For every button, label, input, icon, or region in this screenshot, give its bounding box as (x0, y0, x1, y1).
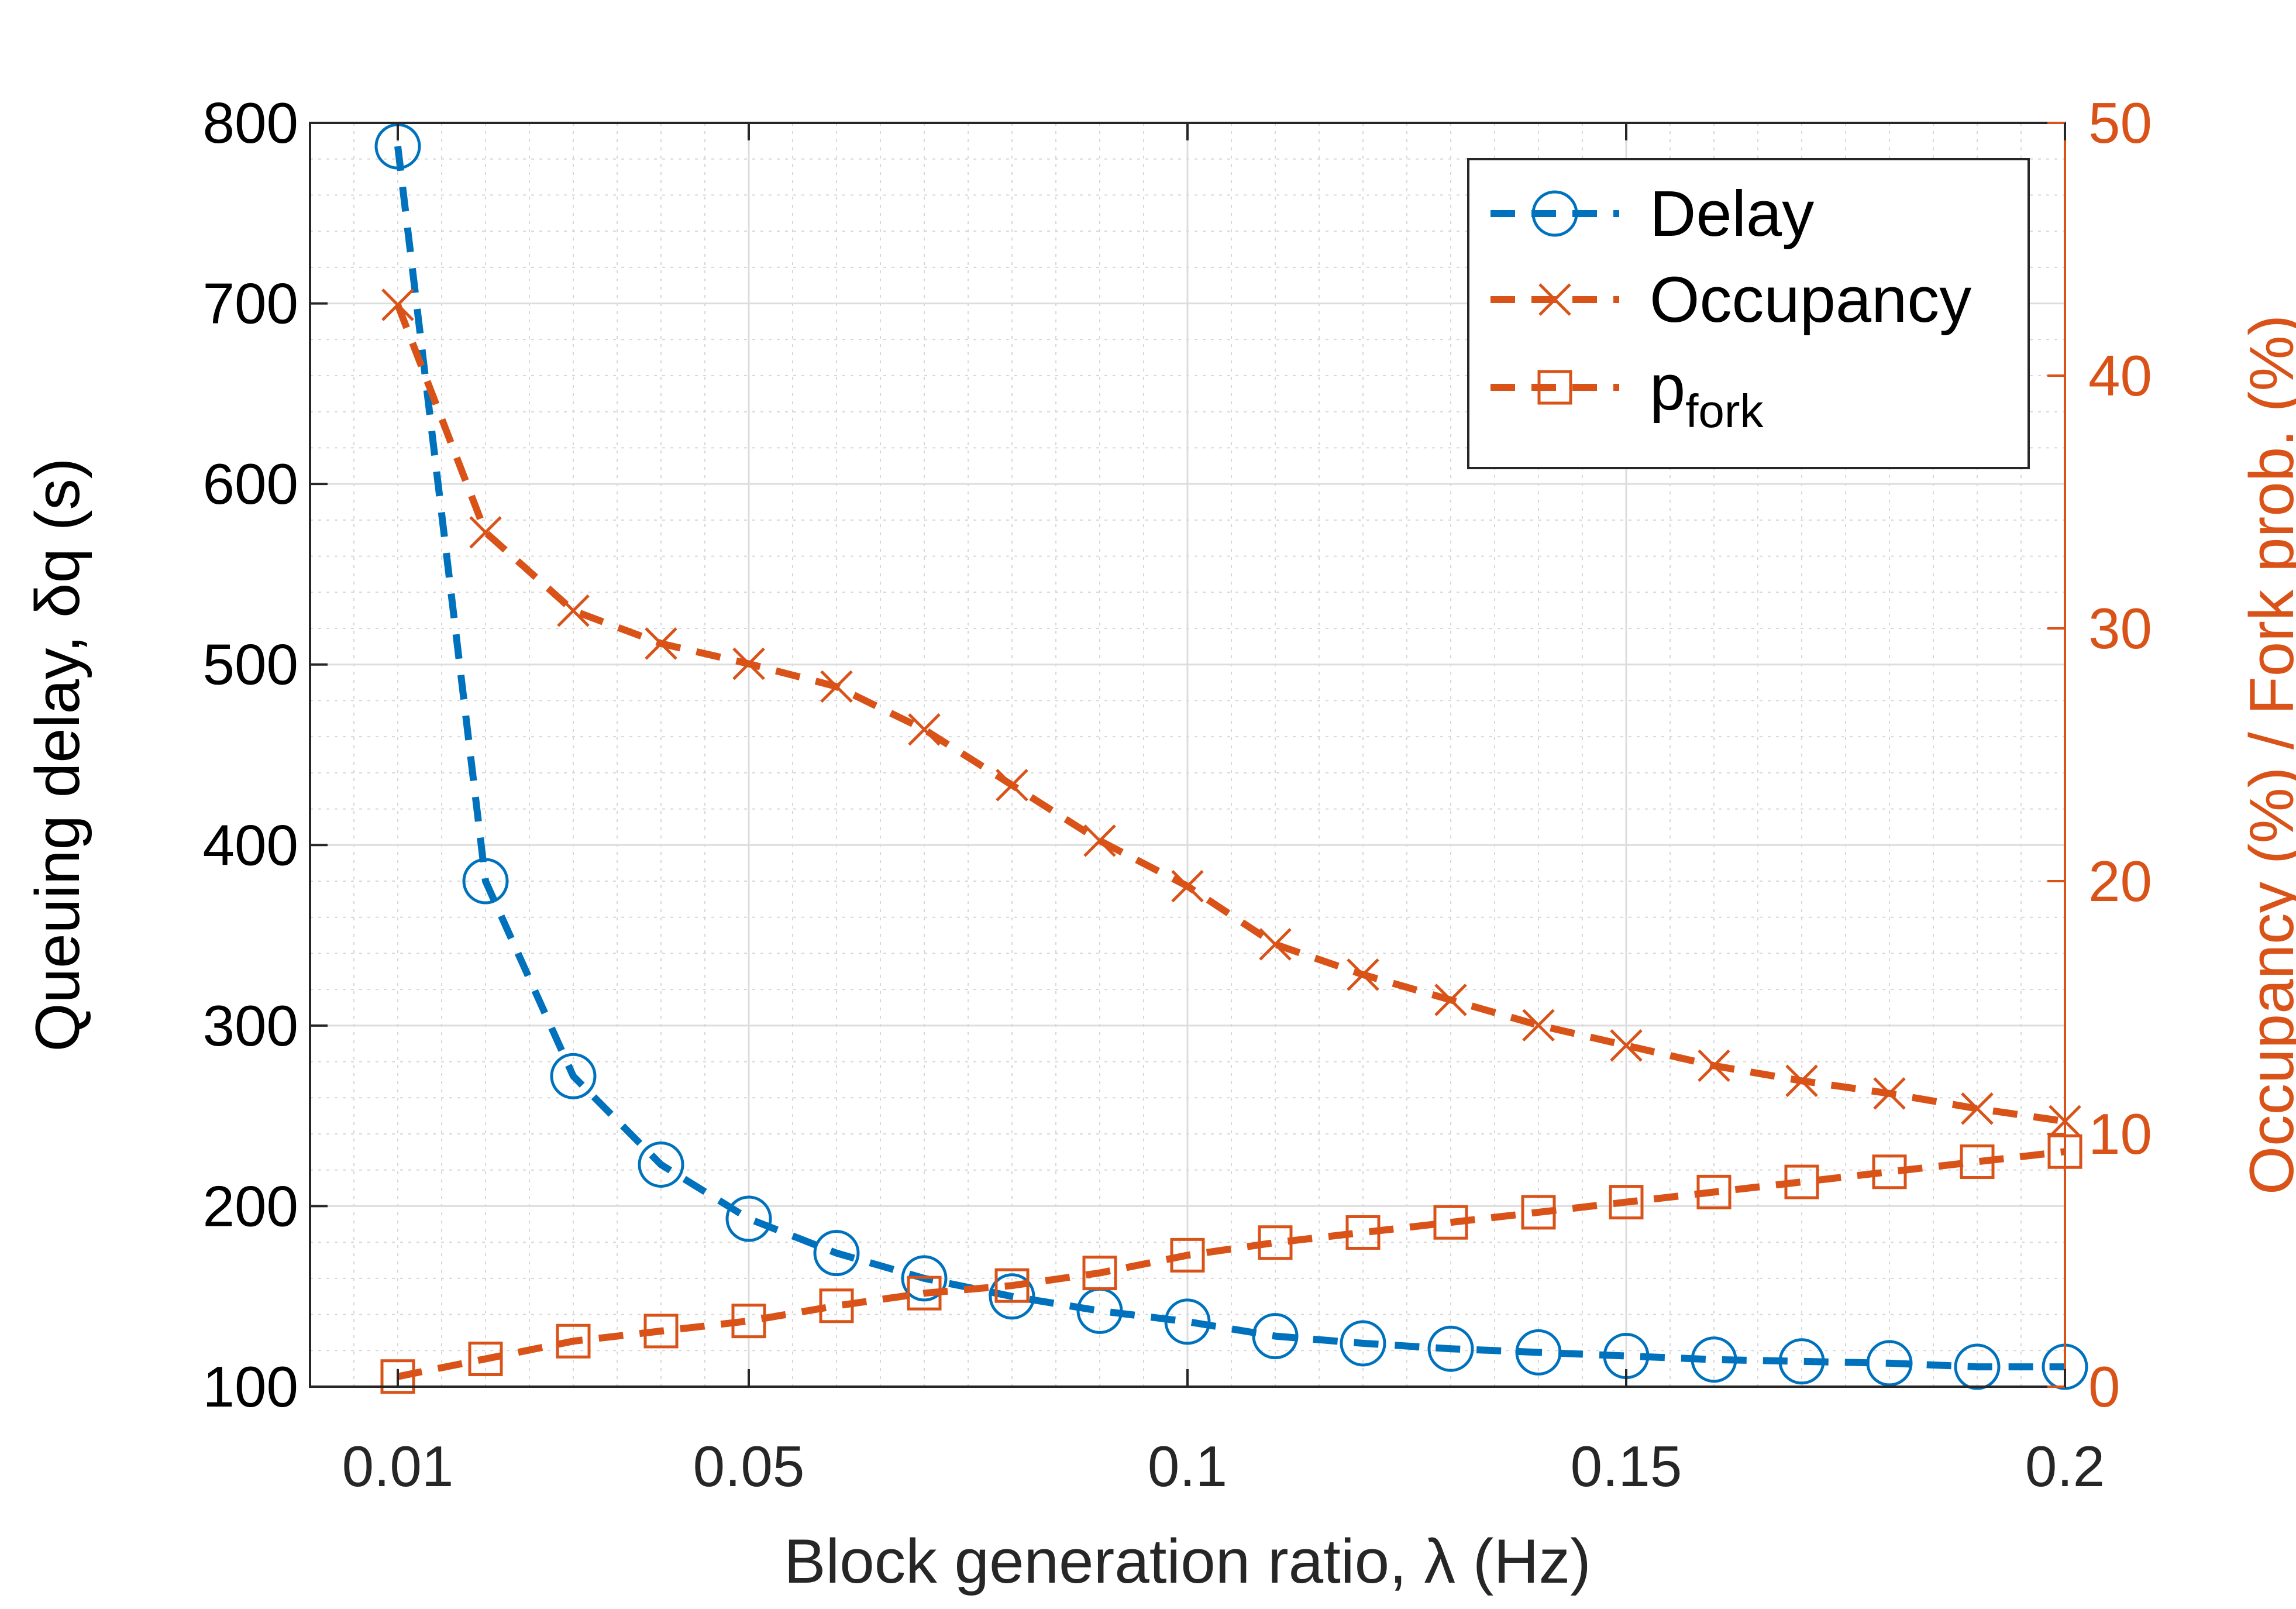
y-tick-label-right: 10 (2088, 1102, 2152, 1166)
x-marker (1171, 869, 1204, 903)
square-marker (1521, 1195, 1556, 1230)
y-tick-label-left: 400 (202, 813, 298, 877)
x-marker (1961, 1092, 1994, 1125)
legend-label: pfork (1650, 352, 1764, 437)
y-tick-label-right: 40 (2088, 343, 2152, 408)
x-marker (1873, 1077, 1906, 1110)
x-marker (1522, 1009, 1555, 1042)
circle-marker (901, 1255, 948, 1302)
series-line (394, 303, 2066, 1125)
x-marker (996, 769, 1028, 802)
square-marker (1345, 1215, 1381, 1250)
square-marker (819, 1288, 854, 1323)
x-marker (1698, 1049, 1730, 1082)
x-tick-label: 0.15 (1571, 1434, 1682, 1498)
circle-marker (462, 858, 509, 905)
square-marker (1433, 1205, 1468, 1240)
square-marker (380, 1359, 415, 1394)
square-marker (1170, 1237, 1205, 1273)
circle-marker (550, 1053, 597, 1099)
x-marker (469, 516, 502, 549)
x-tick-label: 0.01 (342, 1434, 454, 1498)
x-marker (1259, 928, 1292, 961)
x-marker (557, 594, 590, 627)
x-marker (1434, 984, 1467, 1016)
series-layer (374, 123, 2088, 1394)
x-marker (1610, 1029, 1643, 1062)
x-tick-label: 0.1 (1148, 1434, 1227, 1498)
legend-circle-marker (1531, 190, 1578, 237)
circle-marker (1954, 1343, 2001, 1390)
series-p (380, 1134, 2082, 1394)
y-axis-label-right: Occupancy (%) / Fork prob. (%) (2236, 315, 2296, 1195)
square-marker (556, 1323, 591, 1359)
legend-label: Occupancy (1650, 264, 1971, 336)
series-delay (374, 123, 2088, 1390)
circle-marker (1515, 1329, 1562, 1376)
square-marker (1872, 1154, 1907, 1189)
legend-label: Delay (1650, 178, 1814, 250)
legend-item: Delay (1490, 178, 1814, 250)
square-marker (994, 1268, 1030, 1303)
square-marker (907, 1275, 942, 1311)
x-marker (1347, 958, 1379, 991)
x-tick-label: 0.05 (693, 1434, 805, 1498)
square-marker (468, 1341, 503, 1376)
circle-marker (1427, 1325, 1474, 1372)
y-tick-label-left: 300 (202, 993, 298, 1058)
x-marker (732, 647, 765, 680)
circle-marker (1866, 1340, 1913, 1387)
y-tick-label-right: 50 (2088, 91, 2152, 155)
square-marker (1696, 1174, 1732, 1209)
y-tick-label-right: 30 (2088, 596, 2152, 661)
circle-marker (1778, 1338, 1825, 1385)
ticks-layer: 100 200 300 400 500 600 700 800 0 10 20 30 40 50 0.01 0… (202, 91, 2152, 1498)
y-tick-label-left: 500 (202, 632, 298, 697)
legend-item: pfork (1490, 352, 1764, 437)
y-tick-label-left: 600 (202, 452, 298, 516)
circle-marker (1691, 1336, 1737, 1383)
y-tick-label-right: 0 (2088, 1354, 2121, 1419)
circle-marker (1340, 1320, 1386, 1367)
legend-item: Occupancy (1490, 264, 1971, 336)
legend-x-marker (1538, 283, 1571, 316)
x-marker (1785, 1064, 1818, 1098)
circle-marker (638, 1141, 684, 1188)
square-marker (1258, 1225, 1293, 1260)
square-marker (1960, 1144, 1995, 1180)
legend-square-marker (1537, 370, 1572, 405)
circle-marker (1252, 1313, 1299, 1360)
x-marker (908, 713, 941, 746)
x-marker (820, 670, 853, 703)
square-marker (1784, 1164, 1819, 1199)
y-tick-label-left: 200 (202, 1174, 298, 1238)
y-tick-label-left: 800 (202, 91, 298, 155)
x-marker (1083, 824, 1116, 857)
square-marker (1082, 1256, 1117, 1291)
circle-marker (725, 1195, 772, 1242)
square-marker (1609, 1185, 1644, 1220)
x-marker (381, 288, 414, 321)
circle-marker (813, 1230, 860, 1277)
x-marker (645, 627, 677, 660)
x-axis-label: Block generation ratio, λ (Hz) (784, 1526, 1591, 1596)
square-marker (643, 1314, 679, 1349)
y-tick-label-left: 700 (202, 271, 298, 336)
x-tick-label: 0.2 (2025, 1434, 2105, 1498)
circle-marker (989, 1273, 1035, 1320)
y-tick-label-left: 100 (202, 1354, 298, 1419)
legend-label-subscript: fork (1685, 385, 1764, 437)
y-axis-label-left: Queuing delay, δq (s) (22, 458, 92, 1051)
legend: Delay Occupancy pfork (1467, 158, 2030, 469)
y-tick-label-right: 20 (2088, 849, 2152, 913)
series-line (394, 146, 2065, 1371)
square-marker (731, 1304, 766, 1339)
circle-marker (1164, 1298, 1211, 1345)
legend-box (1467, 158, 2030, 469)
